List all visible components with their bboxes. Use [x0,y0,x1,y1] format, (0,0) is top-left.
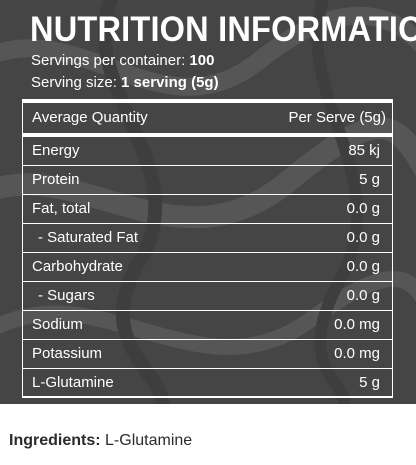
row-label: Fat, total [32,200,91,217]
row-label: L-Glutamine [32,374,114,391]
row-label: - Sugars [38,287,95,304]
table-row-energy: Energy 85 kj [22,137,393,164]
row-label: Sodium [32,316,83,333]
row-value: 0.0 g [346,258,380,275]
row-value: 0.0 g [346,229,380,246]
row-value: 5 g [359,374,380,391]
ingredients-line: Ingredients: L-Glutamine [9,432,192,450]
table-row-l-glutamine: L-Glutamine 5 g [22,369,393,396]
table-row-saturated-fat: - Saturated Fat 0.0 g [22,224,393,251]
row-label: Potassium [32,345,103,362]
table-row-sodium: Sodium 0.0 mg [22,311,393,338]
row-value: 0.0 g [346,200,380,217]
row-label: Carbohydrate [32,258,123,275]
serving-size-value: 1 serving (5g) [121,74,219,91]
row-value: 0.0 g [346,287,380,304]
row-divider [22,368,393,369]
header-per-serve-label: Per Serve (5g) [288,109,386,126]
row-value: 5 g [359,171,380,188]
row-value: 85 kj [348,142,380,159]
row-label: Protein [32,171,80,188]
row-divider [22,194,393,195]
nutrition-panel: NUTRITION INFORMATION Servings per conta… [0,0,416,404]
table-row-protein: Protein 5 g [22,166,393,193]
row-divider [22,310,393,311]
table-bottom-rule [22,396,393,398]
table-top-rule [22,99,393,103]
table-header-row: Average Quantity Per Serve (5g) [22,104,393,132]
row-value: 0.0 mg [334,345,380,362]
row-divider [22,339,393,340]
row-divider [22,281,393,282]
table-left-border [22,99,23,398]
table-row-sugars: - Sugars 0.0 g [22,282,393,309]
row-divider [22,223,393,224]
servings-per-container: Servings per container: 100 [31,52,214,69]
servings-label: Servings per container: [31,52,186,69]
background-texture [0,6,416,355]
ingredients-label: Ingredients: [9,432,101,449]
table-right-border [392,99,393,398]
header-quantity-label: Average Quantity [32,109,148,126]
ingredients-value: L-Glutamine [105,432,193,449]
row-label: - Saturated Fat [38,229,139,246]
table-header-rule [22,133,393,137]
serving-size: Serving size: 1 serving (5g) [31,74,219,91]
row-label: Energy [32,142,80,159]
table-row-potassium: Potassium 0.0 mg [22,340,393,367]
servings-value: 100 [189,52,215,69]
row-divider [22,165,393,166]
serving-size-label: Serving size: [31,74,117,91]
table-row-fat-total: Fat, total 0.0 g [22,195,393,222]
row-divider [22,252,393,253]
row-value: 0.0 mg [334,316,380,333]
table-row-carbohydrate: Carbohydrate 0.0 g [22,253,393,280]
panel-title: NUTRITION INFORMATION [30,10,416,49]
